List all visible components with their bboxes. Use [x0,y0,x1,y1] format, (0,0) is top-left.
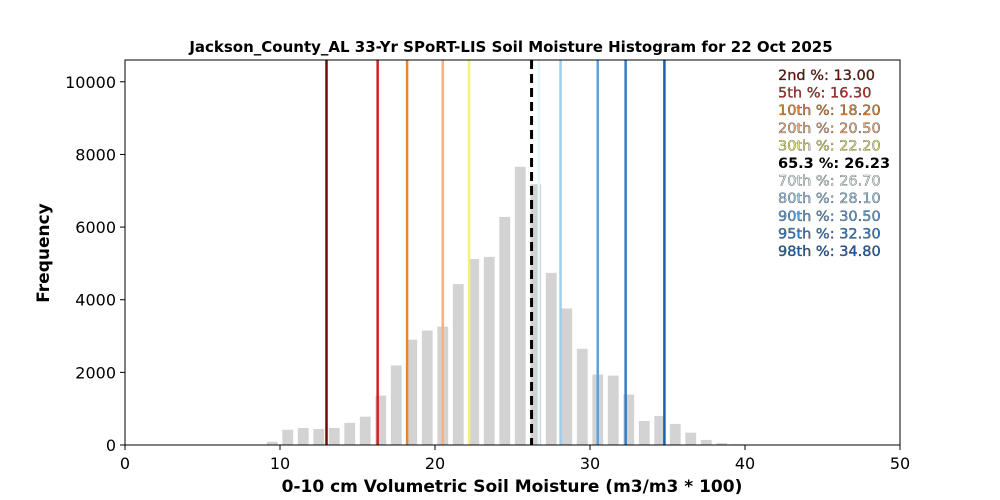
histogram-bar [266,441,278,445]
histogram-bar [576,348,588,445]
x-axis-ticks: 0 10 20 30 40 50 [120,445,910,473]
plot-frame [124,59,901,446]
histogram-bar [607,375,619,445]
histogram-bar [638,421,650,445]
histogram-bars [243,166,759,445]
histogram-bar [669,423,681,445]
legend-entry: 98th %: 34.80 [778,244,881,260]
histogram-bar [452,284,464,445]
y-tick-label: 0 [106,436,116,455]
x-tick-label: 40 [735,454,755,473]
x-tick-label: 30 [580,454,600,473]
legend-entry: 90th %: 30.50 [778,209,881,225]
histogram-bar [499,216,511,445]
x-tick-label: 20 [425,454,445,473]
x-tick-label: 10 [270,454,290,473]
y-tick-label: 6000 [75,218,116,237]
chart-title: Jackson_County_AL 33-Yr SPoRT-LIS Soil M… [188,38,832,56]
histogram-bar [685,432,697,445]
legend-entry: 30th %: 22.20 [778,138,881,154]
percentile-lines [325,60,666,445]
histogram-bar [468,259,480,445]
histogram-bar [514,166,526,445]
legend-entry: 95th %: 32.30 [778,226,881,242]
histogram-bar [700,439,712,445]
histogram-bar [328,427,340,445]
legend-entry: 5th %: 16.30 [778,86,872,102]
histogram-bar [483,256,495,445]
histogram-bar [313,429,325,445]
histogram-bar [406,339,418,445]
histogram-bar [297,427,309,445]
legend-entry: 65.3 %: 26.23 [778,156,890,172]
legend-entry: 70th %: 26.70 [778,174,881,190]
x-tick-label: 50 [890,454,910,473]
legend-entry: 80th %: 28.10 [778,191,881,207]
histogram-bar [545,272,557,445]
y-axis-label: Frequency [34,203,54,303]
histogram-bar [359,416,371,445]
histogram-bar [282,429,294,445]
legend-entry: 2nd %: 13.00 [778,68,875,84]
x-tick-label: 0 [120,454,130,473]
y-tick-label: 8000 [75,145,116,164]
histogram-bar [654,415,666,445]
histogram-bar [716,443,728,445]
histogram-bar [344,422,356,445]
histogram-bar [421,330,433,445]
histogram-bar [623,394,635,445]
y-tick-label: 10000 [65,73,116,92]
y-tick-label: 2000 [75,363,116,382]
y-tick-label: 4000 [75,291,116,310]
histogram-bar [390,365,402,445]
histogram-bar [530,184,542,445]
legend-entry: 10th %: 18.20 [778,103,881,119]
histogram-bar [561,308,573,445]
x-axis-label: 0-10 cm Volumetric Soil Moisture (m3/m3 … [282,477,743,497]
legend-entry: 20th %: 20.50 [778,121,881,137]
histogram-bar [375,395,387,445]
y-axis-ticks: 0 2000 4000 6000 8000 10000 [65,73,125,455]
